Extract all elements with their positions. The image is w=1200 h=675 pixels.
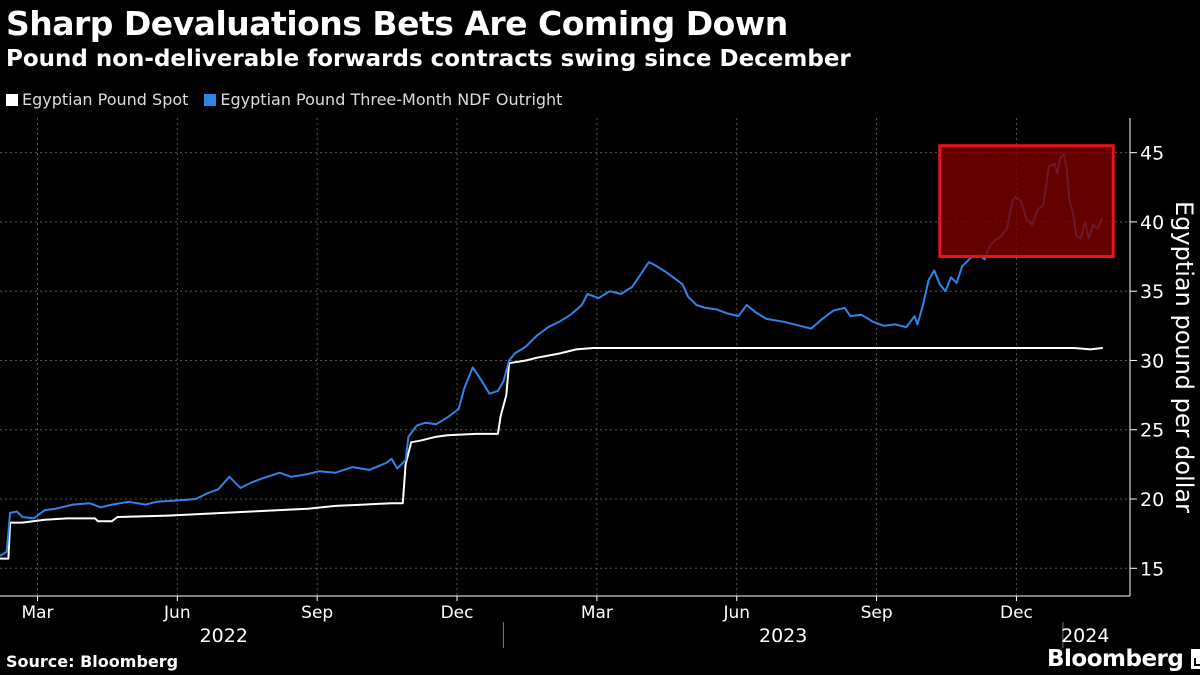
y-axis-label: Egyptian pound per dollar (1170, 201, 1198, 513)
series-line-spot (0, 347, 1103, 560)
x-tick-label-6: Sep (861, 603, 893, 623)
chart-subtitle: Pound non-deliverable forwards contracts… (6, 46, 851, 72)
source-note: Source: Bloomberg (6, 652, 179, 671)
year-label-2022: 2022 (200, 625, 248, 647)
logo-text: Bloomberg (1047, 646, 1184, 672)
legend-swatch-ndf (204, 93, 217, 106)
x-tick-label-3: Dec (441, 603, 474, 623)
highlight-box (938, 144, 1115, 259)
y-tick-label-40: 40 (1140, 212, 1164, 234)
x-tick-label-1: Jun (163, 603, 191, 623)
y-tick-label-35: 35 (1140, 281, 1164, 303)
y-tick-label-30: 30 (1140, 350, 1164, 372)
legend: Egyptian Pound Spot Egyptian Pound Three… (6, 90, 562, 109)
y-tick-label-25: 25 (1140, 420, 1164, 442)
legend-swatch-spot (6, 93, 18, 106)
legend-label-spot: Egyptian Pound Spot (22, 90, 189, 109)
legend-item-ndf: Egyptian Pound Three-Month NDF Outright (204, 90, 562, 109)
year-label-2023: 2023 (759, 625, 807, 647)
bloomberg-logo: Bloomberg (1047, 646, 1200, 672)
x-tick-label-4: Mar (581, 603, 613, 623)
x-tick-label-5: Jun (722, 603, 750, 623)
x-tick-label-0: Mar (21, 603, 53, 623)
year-label-2024: 2024 (1061, 625, 1109, 647)
chart-title: Sharp Devaluations Bets Are Coming Down (6, 4, 788, 43)
logo-mark-icon (1191, 649, 1200, 669)
y-tick-label-45: 45 (1140, 143, 1164, 165)
x-tick-label-7: Dec (1000, 603, 1033, 623)
legend-item-spot: Egyptian Pound Spot (6, 90, 188, 109)
y-tick-label-20: 20 (1140, 489, 1164, 511)
y-tick-label-15: 15 (1140, 558, 1164, 580)
legend-label-ndf: Egyptian Pound Three-Month NDF Outright (220, 90, 563, 109)
x-tick-label-2: Sep (301, 603, 333, 623)
